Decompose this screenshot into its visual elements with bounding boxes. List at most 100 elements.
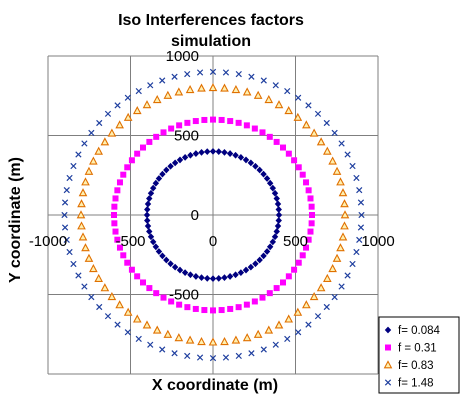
data-point <box>305 102 312 109</box>
data-point <box>353 248 360 256</box>
plot-area <box>61 68 365 362</box>
data-point <box>76 210 86 219</box>
data-point <box>210 307 216 314</box>
data-point <box>61 199 69 206</box>
data-point <box>209 354 217 362</box>
data-point <box>231 84 241 94</box>
data-point <box>331 293 338 301</box>
data-point <box>168 125 175 132</box>
data-point <box>152 325 162 334</box>
data-point <box>209 68 217 76</box>
data-point <box>204 148 211 156</box>
data-point <box>171 263 179 271</box>
data-point <box>116 244 123 251</box>
legend-label-2: f = 0.31 <box>398 343 437 355</box>
data-point <box>155 248 163 255</box>
data-point <box>309 128 319 137</box>
data-point <box>263 248 271 255</box>
data-point <box>260 170 267 178</box>
data-point <box>260 77 267 84</box>
data-point <box>184 119 191 126</box>
data-point <box>302 300 311 309</box>
data-point <box>259 294 266 301</box>
data-point <box>185 335 195 344</box>
data-point <box>144 217 151 224</box>
y-tick-label: -500 <box>169 287 199 304</box>
data-point <box>142 100 152 109</box>
data-point <box>308 203 315 210</box>
data-point <box>184 70 191 78</box>
data-point <box>120 252 127 259</box>
data-point <box>132 106 142 115</box>
data-point <box>174 87 184 96</box>
data-point <box>81 283 88 290</box>
data-point <box>309 212 315 218</box>
data-point <box>291 266 298 273</box>
data-point <box>70 260 77 268</box>
x-axis-label: X coordinate (m) <box>152 377 278 394</box>
data-point <box>124 259 131 266</box>
data-point <box>146 195 153 202</box>
legend: f= 0.084 f = 0.31 f= 0.83 f= 1.48 <box>378 316 460 394</box>
data-point <box>227 305 234 312</box>
data-point <box>208 83 218 92</box>
data-point <box>332 166 342 175</box>
data-point <box>344 272 351 279</box>
data-point <box>215 274 222 282</box>
y-axis-label: Y coordinate (m) <box>7 157 24 283</box>
data-point <box>260 252 267 260</box>
data-point <box>187 271 194 279</box>
data-point <box>187 151 194 159</box>
data-point <box>198 274 205 282</box>
data-point <box>197 83 206 92</box>
data-point <box>338 283 345 290</box>
data-point <box>163 166 170 174</box>
data-point <box>266 133 273 140</box>
data-point <box>152 94 162 104</box>
data-point <box>307 195 314 202</box>
data-point <box>78 188 88 197</box>
data-point <box>235 304 242 311</box>
tick-labels: -1000 -500 0 500 1000 -500 0 500 1000 <box>29 48 395 304</box>
data-point <box>63 236 70 243</box>
data-point <box>316 283 326 292</box>
data-point <box>243 301 250 308</box>
data-point <box>349 162 356 170</box>
data-point <box>242 156 250 164</box>
data-point <box>272 82 279 89</box>
data-point <box>235 70 242 78</box>
data-point <box>274 100 284 109</box>
data-point <box>134 150 141 157</box>
data-point <box>174 333 184 342</box>
data-point <box>176 301 183 308</box>
data-point <box>77 221 86 230</box>
data-point <box>275 206 282 213</box>
data-point <box>111 212 117 218</box>
data-point <box>201 116 208 123</box>
data-point <box>253 90 263 99</box>
data-point <box>266 243 274 251</box>
data-point <box>88 293 95 301</box>
data-point <box>264 94 274 104</box>
data-point <box>272 341 279 348</box>
data-point <box>280 144 287 151</box>
data-point <box>152 179 160 187</box>
data-point <box>222 354 230 361</box>
data-point <box>146 285 153 292</box>
data-point <box>171 159 179 167</box>
data-point <box>159 170 166 178</box>
data-point <box>357 199 365 206</box>
data-point <box>299 252 306 259</box>
data-point <box>144 222 152 230</box>
data-point <box>70 162 77 170</box>
data-point <box>176 122 183 129</box>
data-point <box>248 350 255 357</box>
data-point <box>197 336 206 346</box>
data-point <box>256 256 263 264</box>
data-point <box>340 221 349 230</box>
data-point <box>284 314 294 323</box>
data-point <box>284 106 294 115</box>
data-point <box>107 291 117 301</box>
data-point <box>147 82 154 89</box>
data-point <box>323 303 330 311</box>
